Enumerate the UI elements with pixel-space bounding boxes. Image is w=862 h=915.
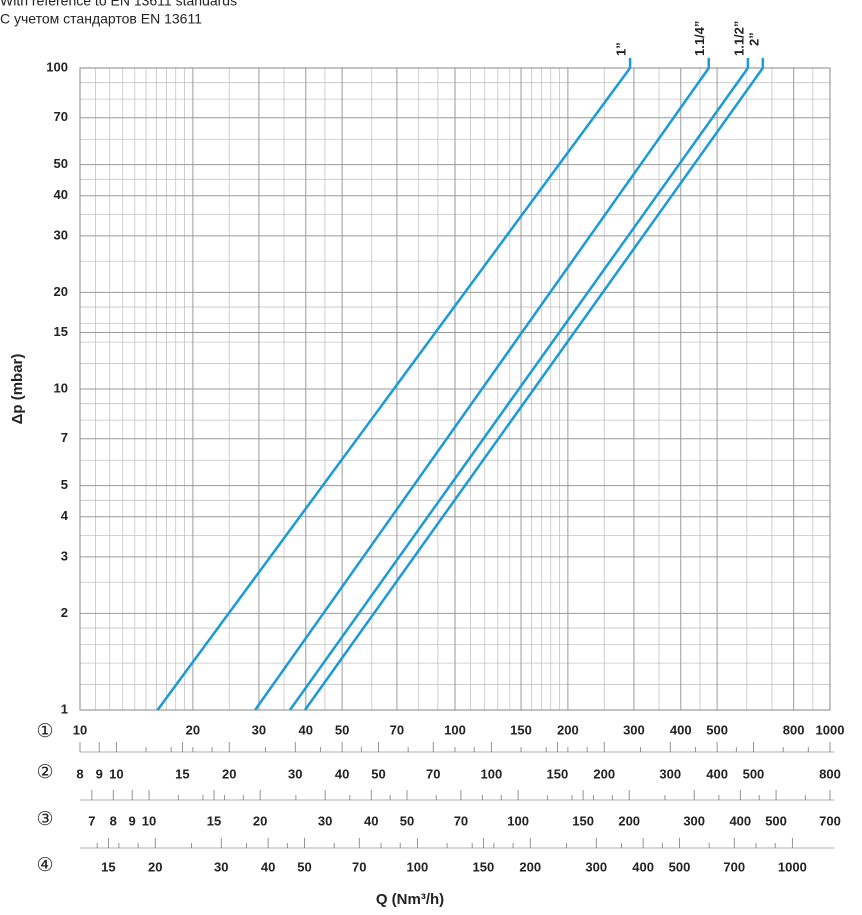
x-tick-label: 40 — [364, 813, 378, 828]
x-tick-label: 30 — [288, 766, 302, 781]
x-tick-label: 10 — [73, 722, 87, 737]
x-tick-label: 8 — [76, 766, 83, 781]
x-axis-label: Q (Nm³/h) — [376, 891, 444, 908]
x-tick-label: 150 — [510, 722, 532, 737]
x-tick-label: 100 — [444, 722, 466, 737]
x-tick-label: 300 — [585, 859, 607, 874]
x-tick-label: 50 — [335, 722, 349, 737]
x-tick-label: 1000 — [816, 722, 845, 737]
series-line — [254, 67, 710, 711]
x-tick-label: 10 — [142, 813, 156, 828]
x-tick-label: 30 — [318, 813, 332, 828]
x-tick-label: 400 — [729, 813, 751, 828]
y-tick-label: 3 — [61, 548, 68, 563]
x-tick-label: 30 — [214, 859, 228, 874]
x-tick-label: 400 — [632, 859, 654, 874]
series-label: 1.1/2” — [731, 21, 746, 56]
x-tick-label: 9 — [129, 813, 136, 828]
x-tick-label: 7 — [88, 813, 95, 828]
y-tick-label: 100 — [46, 59, 68, 74]
x-tick-label: 200 — [557, 722, 579, 737]
x-tick-label: 9 — [96, 766, 103, 781]
y-tick-label: 30 — [54, 227, 68, 242]
x-tick-label: 30 — [252, 722, 266, 737]
scale-label: ② — [36, 762, 53, 783]
x-tick-label: 20 — [222, 766, 236, 781]
x-tick-label: 15 — [101, 859, 115, 874]
x-tick-label: 150 — [473, 859, 495, 874]
x-tick-label: 800 — [783, 722, 805, 737]
chart-subtitle: С учетом стандартов EN 13611 — [0, 11, 202, 27]
x-tick-label: 800 — [819, 766, 841, 781]
y-tick-label: 10 — [54, 380, 68, 395]
x-tick-label: 100 — [480, 766, 502, 781]
series-label: 1.1/4” — [692, 21, 707, 56]
x-tick-label: 20 — [148, 859, 162, 874]
x-tick-label: 15 — [175, 766, 189, 781]
x-tick-label: 40 — [261, 859, 275, 874]
x-tick-label: 500 — [669, 859, 691, 874]
x-tick-label: 10 — [109, 766, 123, 781]
scale-label: ③ — [36, 809, 53, 830]
y-tick-label: 5 — [61, 477, 68, 492]
y-tick-label: 2 — [61, 605, 68, 620]
x-tick-label: 70 — [454, 813, 468, 828]
x-tick-label: 100 — [407, 859, 429, 874]
y-tick-label: 1 — [61, 701, 68, 716]
series-label: 1” — [614, 42, 629, 56]
x-tick-label: 300 — [623, 722, 645, 737]
x-tick-label: 40 — [299, 722, 313, 737]
x-tick-label: 70 — [426, 766, 440, 781]
x-tick-label: 50 — [400, 813, 414, 828]
series-line — [288, 67, 749, 711]
scale-label: ④ — [36, 855, 53, 876]
chart-title: With reference to EN 13611 standards — [0, 0, 237, 9]
x-tick-label: 40 — [335, 766, 349, 781]
x-tick-label: 500 — [706, 722, 728, 737]
x-tick-label: 70 — [352, 859, 366, 874]
x-tick-label: 500 — [765, 813, 787, 828]
x-tick-label: 150 — [572, 813, 594, 828]
x-tick-label: 300 — [683, 813, 705, 828]
x-tick-label: 300 — [659, 766, 681, 781]
x-tick-label: 50 — [297, 859, 311, 874]
x-tick-label: 20 — [253, 813, 267, 828]
x-tick-label: 8 — [110, 813, 117, 828]
series-line — [156, 67, 632, 711]
y-tick-label: 20 — [54, 284, 68, 299]
series-label: 2” — [746, 32, 761, 46]
x-tick-label: 150 — [547, 766, 569, 781]
y-tick-label: 40 — [54, 187, 68, 202]
x-tick-label: 200 — [519, 859, 541, 874]
x-tick-label: 20 — [186, 722, 200, 737]
x-tick-label: 70 — [390, 722, 404, 737]
x-tick-label: 700 — [723, 859, 745, 874]
y-axis-label: Δp (mbar) — [9, 354, 26, 425]
plot-frame — [79, 67, 831, 711]
y-tick-label: 7 — [61, 430, 68, 445]
y-tick-label: 50 — [54, 156, 68, 171]
y-tick-label: 70 — [54, 109, 68, 124]
scale-label: ① — [36, 721, 53, 742]
x-tick-label: 500 — [743, 766, 765, 781]
x-tick-label: 1000 — [778, 859, 807, 874]
x-tick-label: 50 — [371, 766, 385, 781]
x-tick-label: 100 — [507, 813, 529, 828]
x-tick-label: 400 — [706, 766, 728, 781]
series-line — [303, 67, 764, 711]
x-tick-label: 700 — [819, 813, 841, 828]
x-tick-label: 15 — [207, 813, 221, 828]
y-tick-label: 15 — [54, 324, 68, 339]
x-tick-label: 400 — [670, 722, 692, 737]
y-tick-label: 4 — [61, 508, 69, 523]
x-tick-label: 200 — [618, 813, 640, 828]
x-tick-label: 200 — [593, 766, 615, 781]
